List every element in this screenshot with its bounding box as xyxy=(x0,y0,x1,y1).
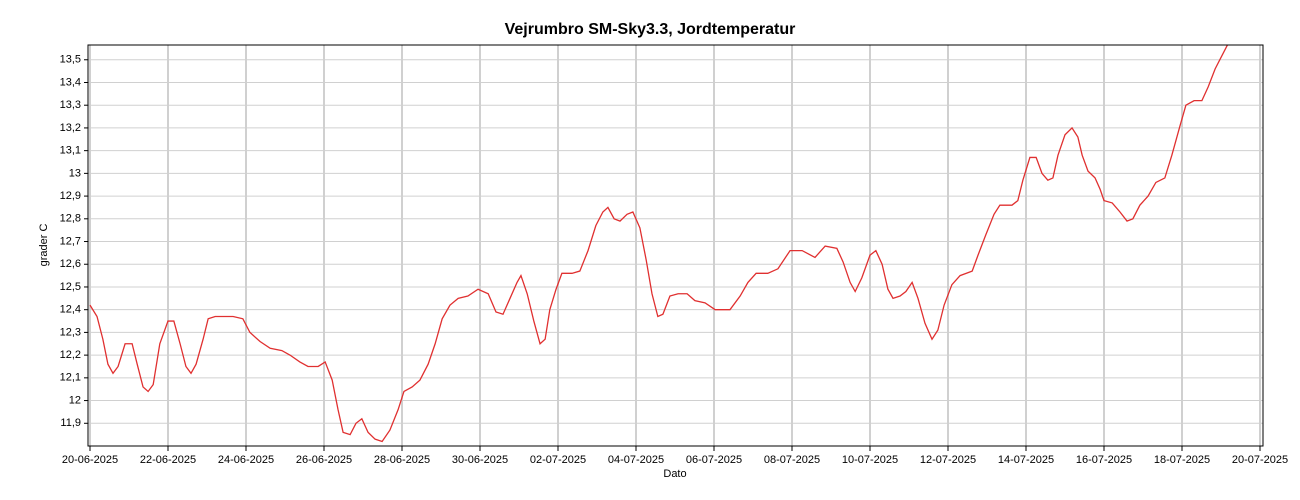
data-line xyxy=(89,45,1229,443)
y-axis-label: grader C xyxy=(38,224,50,267)
y-tick-label: 12 xyxy=(69,394,81,406)
y-tick-label: 12,6 xyxy=(60,258,81,270)
x-tick-label: 02-07-2025 xyxy=(530,454,586,466)
y-tick-label: 12,5 xyxy=(60,281,81,293)
x-tick-label: 22-06-2025 xyxy=(140,454,196,466)
x-tick-label: 20-07-2025 xyxy=(1232,454,1288,466)
y-tick-label: 12,2 xyxy=(60,349,81,361)
axes: 11,9 12 12,1 12,2 12,3 12,4 12,5 12,6 12,7 12,8 12… xyxy=(60,54,1289,466)
y-tick-label: 12,1 xyxy=(60,372,81,384)
y-tick-label: 13,2 xyxy=(60,122,81,134)
x-axis-label: Dato xyxy=(663,468,686,480)
x-tick-label: 06-07-2025 xyxy=(686,454,742,466)
y-tick-label: 13,4 xyxy=(60,76,81,88)
y-tick-label: 13,3 xyxy=(60,99,81,111)
y-tick-label: 13 xyxy=(69,167,81,179)
x-tick-label: 30-06-2025 xyxy=(452,454,508,466)
x-tick-label: 28-06-2025 xyxy=(374,454,430,466)
x-tick-label: 14-07-2025 xyxy=(998,454,1054,466)
y-tick-label: 12,7 xyxy=(60,235,81,247)
y-tick-label: 12,3 xyxy=(60,326,81,338)
y-tick-label: 12,4 xyxy=(60,304,81,316)
x-tick-label: 18-07-2025 xyxy=(1154,454,1210,466)
x-tick-label: 16-07-2025 xyxy=(1076,454,1132,466)
x-tick-label: 24-06-2025 xyxy=(218,454,274,466)
y-tick-label: 13,1 xyxy=(60,145,81,157)
x-tick-label: 26-06-2025 xyxy=(296,454,352,466)
x-tick-label: 12-07-2025 xyxy=(920,454,976,466)
plot-area xyxy=(89,45,1229,443)
grid xyxy=(88,45,1263,446)
y-tick-label: 13,5 xyxy=(60,54,81,66)
chart-title: Vejrumbro SM-Sky3.3, Jordtemperatur xyxy=(505,21,796,38)
y-tick-label: 11,9 xyxy=(60,417,81,429)
x-tick-label: 20-06-2025 xyxy=(62,454,118,466)
x-tick-label: 04-07-2025 xyxy=(608,454,664,466)
y-tick-label: 12,8 xyxy=(60,213,81,225)
x-tick-label: 08-07-2025 xyxy=(764,454,820,466)
y-tick-label: 12,9 xyxy=(60,190,81,202)
x-tick-label: 10-07-2025 xyxy=(842,454,898,466)
plot-frame xyxy=(87,44,1264,447)
